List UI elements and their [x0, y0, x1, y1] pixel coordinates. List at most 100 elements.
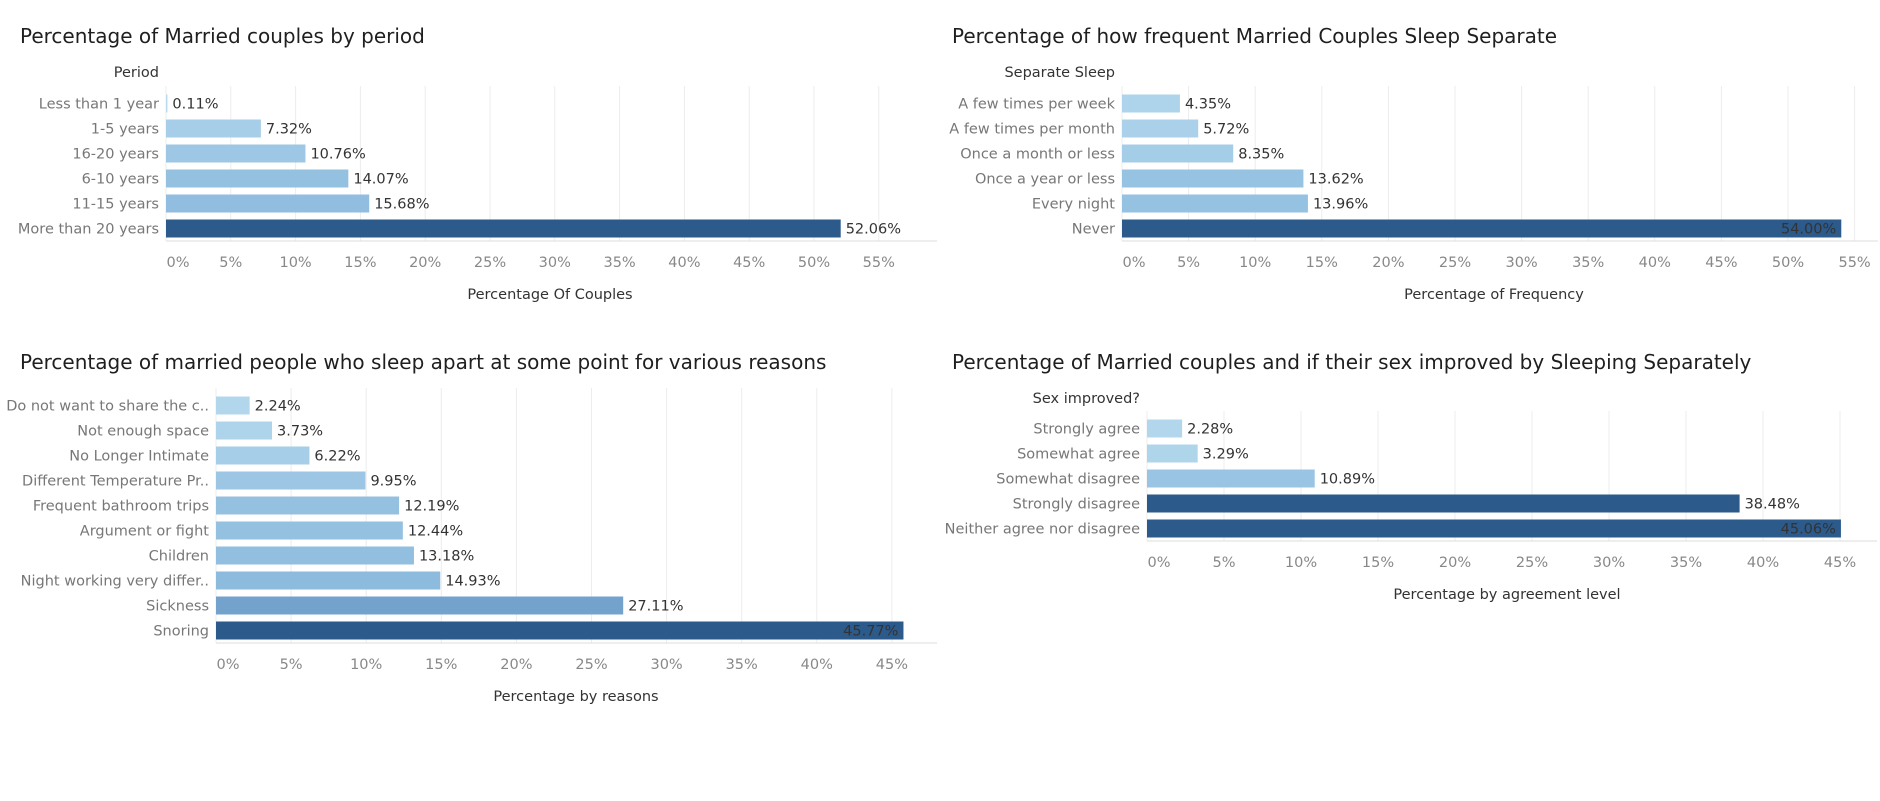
bar-chart: Separate Sleep A few times per week 4.35% A… [949, 65, 1878, 303]
tick-label: 40% [1747, 555, 1779, 571]
category-label: Somewhat agree [1017, 447, 1140, 463]
tick-label: 50% [798, 255, 830, 271]
tick-label: 15% [344, 255, 376, 271]
value-label: 13.62% [1308, 172, 1363, 188]
category-label: A few times per month [949, 122, 1115, 138]
tick-label: 15% [425, 657, 457, 673]
value-label: 13.18% [419, 549, 474, 565]
bar [216, 546, 414, 565]
tick-label: 0% [1147, 555, 1170, 571]
category-label: Sickness [146, 599, 209, 615]
value-label: 10.76% [310, 147, 365, 163]
tick-label: 5% [219, 255, 242, 271]
bar [166, 94, 168, 113]
x-axis-title: Percentage by agreement level [1393, 587, 1620, 603]
category-label: Different Temperature Pr.. [22, 474, 209, 490]
bar [1122, 94, 1180, 113]
x-axis-title: Percentage of Frequency [1404, 287, 1584, 303]
bar [166, 144, 306, 163]
gridlines [1121, 86, 1856, 241]
tick-label: 0% [1122, 255, 1145, 271]
tick-label: 15% [1362, 555, 1394, 571]
tick-label: 45% [1705, 255, 1737, 271]
category-label: More than 20 years [18, 222, 159, 238]
tick-label: 25% [575, 657, 607, 673]
bar [166, 169, 349, 188]
value-label: 14.07% [353, 172, 408, 188]
tick-label: 55% [1838, 255, 1870, 271]
category-label: Strongly agree [1033, 422, 1140, 438]
value-label: 8.35% [1238, 147, 1284, 163]
value-label: 45.06% [1781, 522, 1836, 538]
bar [216, 621, 904, 640]
tick-label: 25% [1439, 255, 1471, 271]
chart-sleep-separate-frequency: Percentage of how frequent Married Coupl… [940, 24, 1880, 314]
category-label: Once a year or less [975, 172, 1115, 188]
tick-label: 20% [500, 657, 532, 673]
tick-label: 5% [280, 657, 303, 673]
chart-title: Percentage of Married couples and if the… [952, 350, 1752, 374]
value-label: 9.95% [370, 474, 416, 490]
tick-label: 25% [1516, 555, 1548, 571]
value-label: 14.93% [445, 574, 500, 590]
category-label: Frequent bathroom trips [33, 499, 209, 515]
bar [216, 471, 366, 490]
category-label: 6-10 years [82, 172, 159, 188]
tick-label: 30% [539, 255, 571, 271]
value-label: 15.68% [374, 197, 429, 213]
tick-label: 30% [1593, 555, 1625, 571]
bar [216, 571, 441, 590]
value-label: 0.11% [172, 97, 218, 113]
category-label: Argument or fight [80, 524, 210, 540]
bar [166, 194, 370, 213]
value-label: 12.44% [408, 524, 463, 540]
value-label: 52.06% [846, 222, 901, 238]
tick-label: 40% [668, 255, 700, 271]
bar [216, 396, 250, 415]
bar [1147, 494, 1740, 513]
category-label: Children [149, 549, 209, 565]
bar [216, 446, 310, 465]
category-label: Do not want to share the c.. [6, 399, 209, 415]
chart-sex-improved: Percentage of Married couples and if the… [940, 350, 1880, 630]
category-label: Once a month or less [960, 147, 1115, 163]
value-label: 10.89% [1320, 472, 1375, 488]
bar [1147, 444, 1198, 463]
chart-title: Percentage of married people who sleep a… [20, 350, 827, 374]
chart-married-couples-by-period: Percentage of Married couples by period … [0, 24, 940, 314]
category-header: Sex improved? [1033, 391, 1140, 407]
chart-title: Percentage of Married couples by period [20, 24, 425, 48]
bar-chart: Period Less than 1 year 0.11% 1-5 years 7.32… [18, 65, 937, 303]
bar-chart: Do not want to share the c.. 2.24% Not eno… [6, 388, 937, 705]
bar-chart: Sex improved? Strongly agree 2.28% Somewhat… [945, 391, 1877, 603]
category-header: Period [114, 65, 159, 81]
tick-label: 10% [279, 255, 311, 271]
category-label: A few times per week [958, 97, 1115, 113]
value-label: 12.19% [404, 499, 459, 515]
tick-label: 0% [216, 657, 239, 673]
value-label: 27.11% [628, 599, 683, 615]
category-header: Separate Sleep [1004, 65, 1115, 81]
bar [1147, 469, 1315, 488]
tick-label: 30% [1505, 255, 1537, 271]
bar [216, 496, 400, 515]
gridlines [165, 86, 880, 241]
bar [1122, 219, 1842, 238]
x-axis-title: Percentage by reasons [493, 689, 658, 705]
tick-label: 15% [1306, 255, 1338, 271]
value-label: 2.28% [1187, 422, 1233, 438]
tick-label: 35% [1670, 555, 1702, 571]
tick-label: 45% [876, 657, 908, 673]
x-axis-title: Percentage Of Couples [467, 287, 632, 303]
tick-label: 10% [1239, 255, 1271, 271]
value-label: 13.96% [1313, 197, 1368, 213]
bar [1122, 119, 1199, 138]
bar [1122, 144, 1234, 163]
category-label: Snoring [153, 624, 209, 640]
tick-label: 45% [733, 255, 765, 271]
tick-label: 45% [1824, 555, 1856, 571]
category-label: Not enough space [77, 424, 209, 440]
bar [216, 421, 273, 440]
bar [216, 596, 624, 615]
value-label: 4.35% [1185, 97, 1231, 113]
